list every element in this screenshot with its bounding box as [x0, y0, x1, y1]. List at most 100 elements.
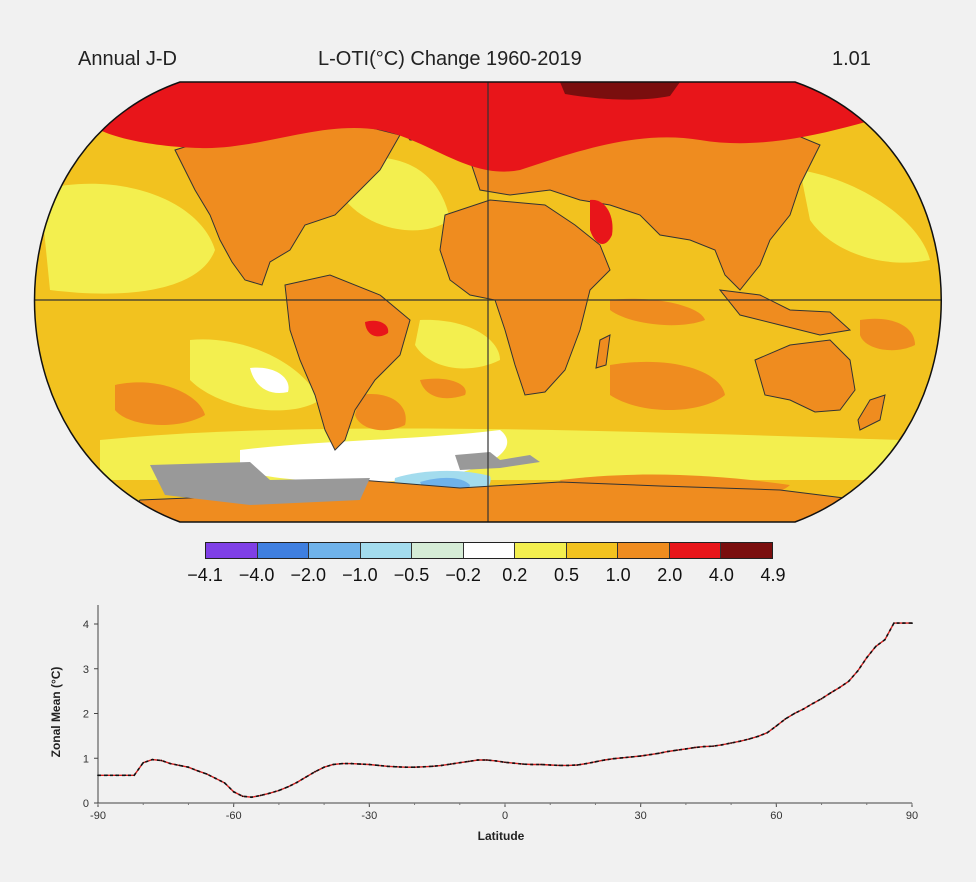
data-point	[513, 762, 515, 765]
light-zone-south-atlantic	[415, 319, 500, 369]
data-point	[865, 656, 868, 659]
data-point	[133, 774, 136, 777]
data-point	[802, 708, 805, 710]
data-point	[341, 762, 344, 765]
warm-blob-indian	[610, 361, 725, 410]
data-point	[630, 756, 633, 758]
data-point	[232, 790, 235, 793]
map-title-left: Annual J-D	[78, 48, 177, 70]
data-point	[404, 766, 407, 769]
missing-data-west	[150, 462, 370, 505]
y-tick-label-3: 3	[83, 664, 89, 676]
land-south-america	[284, 274, 411, 451]
light-zone-pacific-east	[800, 170, 930, 263]
data-point	[694, 746, 696, 749]
data-point	[350, 762, 353, 765]
data-point	[757, 735, 760, 738]
x-axis-title: Latitude	[478, 829, 525, 843]
legend-label-1: −4.0	[238, 565, 275, 585]
warm-blob-atlantic-south	[355, 394, 406, 431]
data-point	[856, 670, 859, 672]
legend-label-11: 4.9	[760, 565, 786, 585]
data-point	[305, 776, 307, 778]
data-point	[395, 765, 398, 768]
arctic-hot-band	[100, 82, 880, 172]
x-tick-label-6: 90	[906, 810, 918, 822]
data-point	[106, 774, 108, 777]
legend-swatch-6	[514, 543, 566, 558]
data-point	[486, 759, 488, 761]
land-new-zealand	[857, 394, 886, 431]
legend-swatch-5	[462, 543, 515, 558]
data-point	[639, 755, 642, 757]
data-point	[793, 712, 796, 715]
y-tick-label-4: 4	[83, 619, 89, 631]
legend-swatch-8	[617, 543, 669, 558]
data-point	[296, 781, 298, 784]
data-point	[151, 758, 154, 761]
data-point	[838, 686, 841, 689]
data-point	[449, 763, 452, 765]
hot-spot-arabia	[590, 199, 613, 245]
data-point	[576, 764, 579, 766]
data-point	[739, 740, 742, 743]
data-point	[911, 622, 913, 625]
legend-label-6: 0.2	[502, 565, 528, 585]
map-outline	[33, 81, 942, 523]
data-point	[495, 760, 497, 762]
map-title-center: L-OTI(°C) Change 1960-2019	[318, 48, 582, 70]
white-zone-southern	[240, 430, 508, 482]
legend-label-2: −2.0	[290, 565, 327, 585]
white-zone-south-pacific	[250, 367, 289, 393]
data-point	[847, 680, 850, 683]
x-tick-label-3: 0	[502, 810, 508, 822]
data-point	[775, 725, 778, 727]
legend-swatch-0	[206, 543, 257, 558]
data-point	[621, 756, 624, 759]
legend-swatch-7	[565, 543, 618, 558]
data-point	[766, 731, 769, 734]
data-point	[205, 773, 208, 775]
x-tick-label-4: 30	[635, 810, 647, 822]
data-point	[902, 622, 904, 625]
data-point	[730, 742, 733, 744]
data-point	[829, 692, 832, 694]
data-point	[259, 794, 262, 797]
arctic-extreme-band	[560, 82, 680, 100]
legend-label-4: −0.5	[393, 565, 430, 585]
light-zone-pacific-north	[40, 183, 215, 294]
land-madagascar	[595, 334, 611, 369]
legend-label-9: 2.0	[657, 565, 683, 585]
data-point	[241, 795, 244, 798]
data-point	[567, 764, 570, 767]
x-tick-label-2: -30	[361, 810, 377, 822]
data-point	[585, 762, 588, 765]
data-point	[287, 785, 289, 788]
data-point	[504, 761, 506, 764]
legend-swatch-9	[668, 543, 721, 558]
legend-label-8: 1.0	[605, 565, 631, 585]
data-point	[187, 766, 190, 769]
data-point	[603, 759, 606, 761]
data-point	[657, 752, 660, 755]
legend-swatch-4	[411, 543, 463, 558]
data-point	[549, 764, 552, 766]
data-point	[883, 638, 886, 641]
y-tick-label-1: 1	[83, 753, 89, 765]
legend-swatch-10	[720, 543, 773, 558]
data-point	[666, 750, 669, 753]
data-point	[268, 792, 271, 795]
data-point	[874, 645, 877, 648]
data-point	[893, 622, 895, 625]
legend-label-3: −1.0	[342, 565, 378, 585]
data-point	[721, 743, 723, 746]
data-point	[196, 769, 199, 772]
data-point	[413, 766, 416, 769]
legend-label-0: −4.1	[187, 565, 223, 585]
legend-swatch-3	[359, 543, 412, 558]
warm-blob-south-east	[860, 318, 915, 351]
data-point	[820, 697, 823, 700]
x-tick-label-5: 60	[770, 810, 782, 822]
data-point	[250, 796, 253, 799]
data-point	[169, 762, 172, 765]
